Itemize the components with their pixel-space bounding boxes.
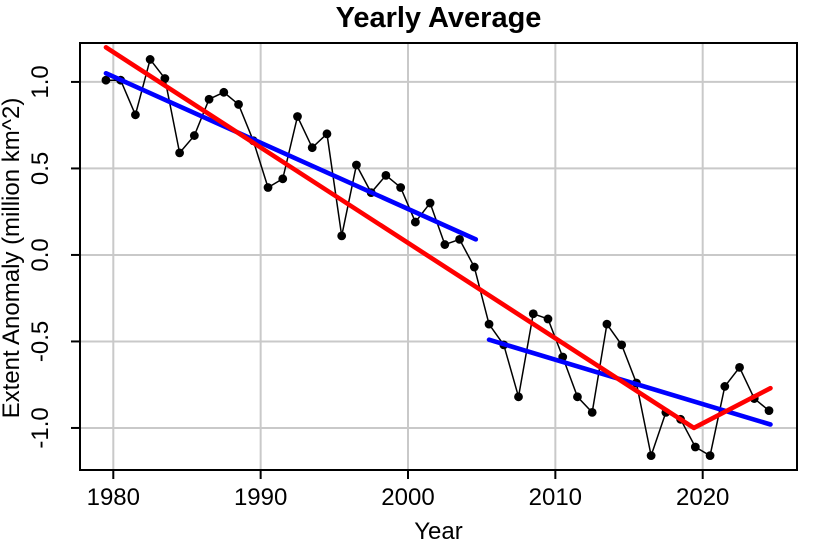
data-point-2011 [573, 392, 582, 402]
linear-trend-1979-2004 [103, 70, 479, 242]
data-point-2016 [646, 451, 656, 461]
data-point-2013 [602, 319, 612, 329]
data-point-2019 [690, 442, 700, 452]
x-tick-label-2020: 2020 [676, 484, 729, 511]
data-point-1985 [189, 131, 199, 140]
data-point-1992 [293, 112, 302, 121]
plot-border [79, 42, 798, 471]
data-point-2004 [469, 262, 479, 272]
data-point-1986 [204, 94, 214, 104]
data-point-2007 [514, 392, 523, 402]
data-point-2002 [440, 240, 450, 249]
data-point-2020 [705, 451, 715, 461]
data-point-2014 [617, 340, 627, 350]
data-point-2024 [764, 406, 774, 416]
x-tick-label-1990: 1990 [234, 484, 287, 511]
data-point-1983 [160, 74, 170, 83]
data-point-1993 [307, 143, 317, 153]
x-tick-label-2000: 2000 [381, 484, 434, 511]
data-point-1981 [131, 110, 140, 120]
data-point-2012 [587, 407, 597, 417]
data-point-2009 [543, 314, 553, 324]
data-point-1982 [145, 55, 155, 64]
data-point-1988 [234, 100, 243, 109]
data-point-2022 [735, 363, 744, 372]
data-point-1999 [396, 183, 406, 192]
data-point-1998 [381, 170, 391, 180]
data-point-1994 [322, 129, 332, 139]
y-tick-label-1.0: 1.0 [27, 65, 54, 98]
data-point-2001 [425, 198, 435, 208]
y-tick-label--1.0: -1.0 [27, 407, 54, 448]
data-point-1990 [263, 183, 273, 192]
y-tick-label-0.0: 0.0 [27, 238, 54, 271]
data-point-2021 [720, 382, 730, 391]
data-point-2003 [455, 234, 464, 244]
y-tick-label-0.5: 0.5 [27, 152, 54, 185]
data-point-1987 [219, 87, 229, 97]
x-axis-title: Year [414, 518, 463, 545]
data-point-2008 [528, 309, 538, 319]
data-point-2000 [410, 217, 420, 227]
data-point-2005 [484, 319, 494, 329]
data-point-1979 [101, 75, 111, 85]
y-tick-label--0.5: -0.5 [27, 321, 54, 362]
data-point-1996 [352, 160, 361, 170]
x-tick-label-1980: 1980 [87, 484, 140, 511]
data-point-1995 [337, 231, 347, 241]
chart-title: Yearly Average [335, 2, 542, 34]
y-axis-title: Extent Anomaly (million km^2) [0, 97, 25, 419]
segmented-trend [103, 45, 773, 431]
data-point-1984 [175, 148, 185, 158]
data-point-1991 [278, 174, 288, 184]
x-tick-label-2010: 2010 [529, 484, 582, 511]
